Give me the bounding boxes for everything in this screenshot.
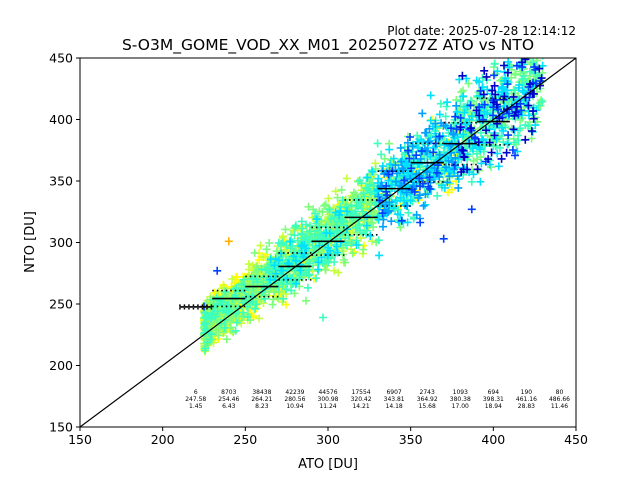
bin-mean-label: 343.81	[384, 396, 405, 403]
bin-count-label: 80	[556, 389, 564, 396]
bin-count-label: 6907	[386, 389, 401, 396]
bin-std-label: 14.18	[386, 403, 403, 410]
bin-mean-label: 380.38	[450, 396, 471, 403]
plot-date-label: Plot date: 2025-07-28 12:14:12	[387, 24, 576, 38]
bin-count-label: 190	[521, 389, 533, 396]
bin-count-label: 42239	[285, 389, 304, 396]
bin-mean-label: 280.56	[284, 396, 305, 403]
scatter-points	[200, 58, 547, 356]
bin-mean-label: 364.92	[417, 396, 438, 403]
y-tick-label: 400	[49, 112, 73, 127]
x-tick-label: 450	[564, 432, 588, 447]
bin-std-label: 11.46	[551, 403, 568, 410]
bin-std-label: 11.24	[319, 403, 336, 410]
bin-std-label: 28.83	[518, 403, 535, 410]
bin-count-label: 6	[194, 389, 198, 396]
bin-mean-label: 254.46	[218, 396, 239, 403]
bin-count-label: 44576	[318, 389, 337, 396]
bin-count-label: 2743	[420, 389, 435, 396]
y-tick-label: 300	[49, 235, 73, 250]
bin-std-label: 18.94	[485, 403, 502, 410]
bin-mean-label: 247.58	[185, 396, 206, 403]
bin-statistics: 6247.581.458703254.466.4338438264.218.23…	[179, 97, 570, 410]
scatter-series-8	[224, 237, 233, 246]
x-tick-label: 150	[68, 432, 92, 447]
chart-title: S-O3M_GOME_VOD_XX_M01_20250727Z ATO vs N…	[122, 36, 534, 55]
one-to-one-line	[80, 58, 576, 427]
x-tick-label: 400	[481, 432, 505, 447]
bin-mean-label: 264.21	[251, 396, 272, 403]
x-axis-label: ATO [DU]	[298, 457, 358, 472]
bin-count-label: 17554	[352, 389, 371, 396]
y-axis-label: NTO [DU]	[23, 211, 38, 273]
y-tick-label: 200	[49, 358, 73, 373]
bin-count-label: 1093	[453, 389, 468, 396]
bin-mean-label: 486.66	[549, 396, 570, 403]
bin-std-label: 6.43	[222, 403, 236, 410]
bin-count-label: 38438	[252, 389, 271, 396]
x-tick-label: 350	[399, 432, 423, 447]
bin-std-label: 10.94	[286, 403, 303, 410]
y-tick-label: 450	[49, 51, 73, 66]
scatter-series-7	[456, 58, 546, 176]
x-tick-label: 200	[151, 432, 175, 447]
y-tick-label: 250	[49, 297, 73, 312]
bin-count-label: 8703	[221, 389, 236, 396]
bin-mean-label: 461.16	[516, 396, 537, 403]
y-axis-ticks: 150 200 250 300 350 400 450	[49, 51, 80, 435]
bin-mean-label: 300.98	[318, 396, 339, 403]
x-axis-ticks: 150 200 250 300 350 400 450	[68, 427, 588, 447]
bin-std-label: 17.00	[452, 403, 469, 410]
x-tick-label: 250	[233, 432, 257, 447]
bin-std-label: 14.21	[352, 403, 369, 410]
reference-lines	[80, 58, 576, 427]
scatter-series-4	[266, 58, 547, 288]
bin-mean-label: 320.42	[351, 396, 372, 403]
y-tick-label: 150	[49, 420, 73, 435]
y-tick-label: 350	[49, 174, 73, 189]
bin-std-label: 1.45	[189, 403, 203, 410]
bin-mean-label: 398.31	[483, 396, 504, 403]
bin-std-label: 8.23	[255, 403, 269, 410]
bin-count-label: 694	[488, 389, 500, 396]
bin-std-label: 15.68	[419, 403, 436, 410]
x-tick-label: 300	[316, 432, 340, 447]
